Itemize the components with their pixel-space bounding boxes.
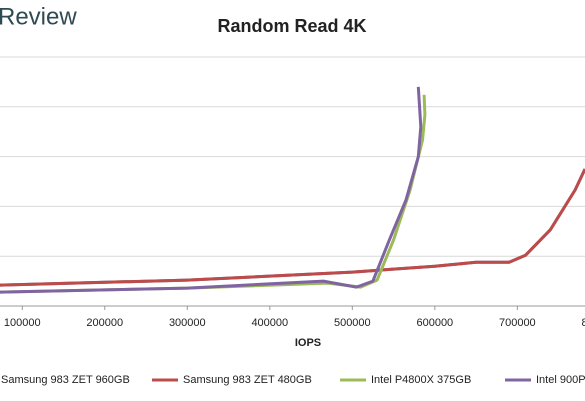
legend-label: Samsung 983 ZET 960GB bbox=[1, 374, 130, 386]
legend-label: Intel P4800X 375GB bbox=[371, 374, 471, 386]
line-series bbox=[0, 168, 585, 287]
legend-label: Samsung 983 ZET 480GB bbox=[183, 374, 312, 386]
line-series bbox=[0, 168, 585, 287]
x-tick-label: 800000 bbox=[581, 317, 585, 329]
x-tick-label: 200000 bbox=[86, 317, 123, 329]
line-series bbox=[0, 94, 427, 294]
legend-label: Intel 900P bbox=[536, 374, 585, 386]
x-tick-label: 100000 bbox=[4, 317, 41, 329]
x-tick-label: 500000 bbox=[334, 317, 371, 329]
x-tick-label: 300000 bbox=[169, 317, 206, 329]
x-tick-label: 400000 bbox=[251, 317, 288, 329]
x-tick-label: 600000 bbox=[416, 317, 453, 329]
x-axis-label: IOPS bbox=[295, 337, 321, 349]
x-tick-label: 700000 bbox=[499, 317, 536, 329]
line-series bbox=[0, 86, 423, 294]
brand: Review bbox=[0, 3, 77, 30]
chart-title: Random Read 4K bbox=[217, 16, 366, 36]
